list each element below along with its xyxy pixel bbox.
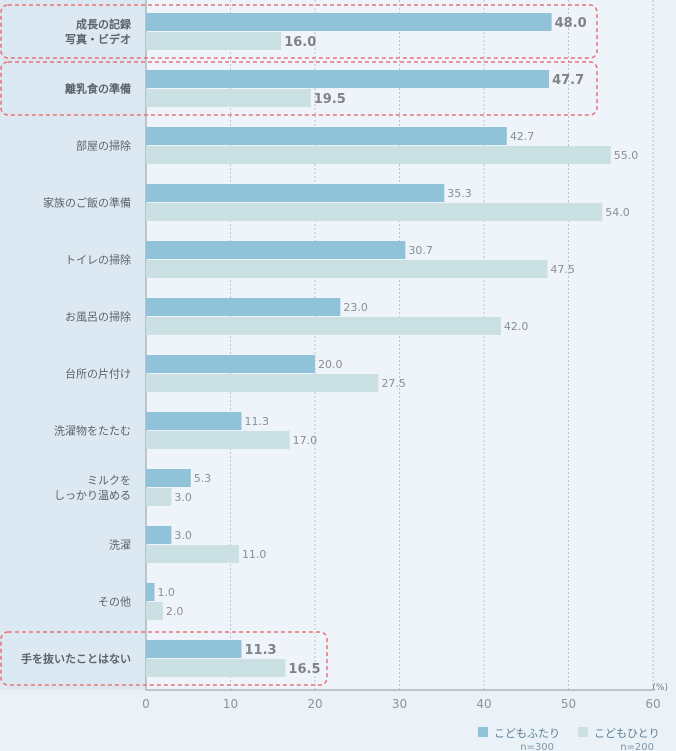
bar-8-series-1: [146, 488, 172, 506]
value-label-2-series-0: 42.7: [510, 130, 535, 143]
value-label-7-series-0: 11.3: [244, 415, 268, 428]
category-label-10: その他: [98, 596, 131, 609]
value-label-10-series-1: 2.0: [166, 605, 184, 618]
x-tick-label-60: 60: [645, 697, 660, 711]
value-label-3-series-0: 35.3: [447, 187, 472, 200]
bar-4-series-0: [146, 241, 406, 259]
label-panel: [0, 0, 146, 690]
category-label-4: トイレの掃除: [65, 253, 131, 267]
category-label-5: お風呂の掃除: [65, 310, 131, 324]
value-label-4-series-1: 47.5: [550, 263, 575, 276]
value-label-8-series-0: 5.3: [194, 472, 212, 485]
category-label-11: 手を抜いたことはない: [21, 652, 131, 666]
bar-2-series-1: [146, 146, 611, 164]
category-label-9: 洗濯: [109, 539, 131, 552]
x-tick-label-30: 30: [392, 697, 407, 711]
category-label-3: 家族のご飯の準備: [43, 196, 131, 210]
value-label-0-series-0: 48.0: [555, 16, 587, 31]
value-label-5-series-0: 23.0: [343, 301, 368, 314]
value-label-4-series-0: 30.7: [408, 244, 433, 257]
legend-swatch-0: [478, 727, 488, 737]
bar-1-series-0: [146, 70, 550, 88]
bar-11-series-0: [146, 640, 242, 658]
bar-0-series-0: [146, 13, 552, 31]
value-label-1-series-1: 19.5: [314, 92, 346, 107]
x-tick-label-40: 40: [476, 697, 491, 711]
unit-label: (%): [652, 683, 668, 693]
value-label-1-series-0: 47.7: [552, 73, 584, 88]
bar-4-series-1: [146, 260, 548, 278]
category-label-7: 洗濯物をたたむ: [54, 424, 131, 438]
category-label-2: 部屋の掃除: [76, 139, 131, 153]
category-label-0-line0: 成長の記録: [76, 17, 132, 31]
bar-8-series-0: [146, 469, 191, 487]
value-label-7-series-1: 17.0: [293, 434, 318, 447]
x-tick-label-0: 0: [142, 697, 150, 711]
bar-9-series-1: [146, 545, 239, 563]
x-tick-label-10: 10: [223, 697, 238, 711]
category-label-0-line1: 写真・ビデオ: [65, 32, 131, 46]
value-label-11-series-0: 11.3: [244, 643, 276, 658]
bar-6-series-1: [146, 374, 379, 392]
value-label-9-series-0: 3.0: [174, 529, 192, 542]
bar-5-series-1: [146, 317, 501, 335]
legend-label-0: こどもふたり: [494, 727, 560, 740]
value-label-2-series-1: 55.0: [614, 149, 639, 162]
highlight-box-1: [0, 61, 598, 116]
bar-3-series-1: [146, 203, 603, 221]
bar-3-series-0: [146, 184, 445, 202]
legend-n-0: n=300: [520, 742, 554, 751]
bar-10-series-0: [146, 583, 155, 601]
value-label-8-series-1: 3.0: [174, 491, 192, 504]
category-label-6: 台所の片付け: [65, 367, 131, 381]
value-label-0-series-1: 16.0: [284, 35, 316, 50]
value-label-9-series-1: 11.0: [242, 548, 267, 561]
highlight-box-0: [0, 4, 598, 59]
legend-swatch-1: [578, 727, 588, 737]
category-label-8-line1: しっかり温める: [54, 489, 131, 502]
x-tick-label-50: 50: [561, 697, 576, 711]
category-label-8-line0: ミルクを: [87, 474, 131, 487]
legend-label-1: こどもひとり: [594, 727, 660, 740]
value-label-6-series-1: 27.5: [381, 377, 406, 390]
value-label-10-series-0: 1.0: [157, 586, 175, 599]
bar-11-series-1: [146, 659, 286, 677]
legend-n-1: n=200: [620, 742, 654, 751]
bar-0-series-1: [146, 32, 282, 50]
bar-1-series-1: [146, 89, 311, 107]
bar-7-series-1: [146, 431, 290, 449]
value-label-11-series-1: 16.5: [288, 662, 320, 677]
value-label-3-series-1: 54.0: [605, 206, 630, 219]
bar-7-series-0: [146, 412, 242, 430]
bar-10-series-1: [146, 602, 163, 620]
highlight-box-11: [0, 631, 328, 686]
category-label-1: 離乳食の準備: [65, 82, 131, 96]
bar-6-series-0: [146, 355, 315, 373]
x-tick-label-20: 20: [307, 697, 322, 711]
value-label-5-series-1: 42.0: [504, 320, 529, 333]
bar-9-series-0: [146, 526, 172, 544]
bar-2-series-0: [146, 127, 507, 145]
bar-5-series-0: [146, 298, 341, 316]
value-label-6-series-0: 20.0: [318, 358, 343, 371]
